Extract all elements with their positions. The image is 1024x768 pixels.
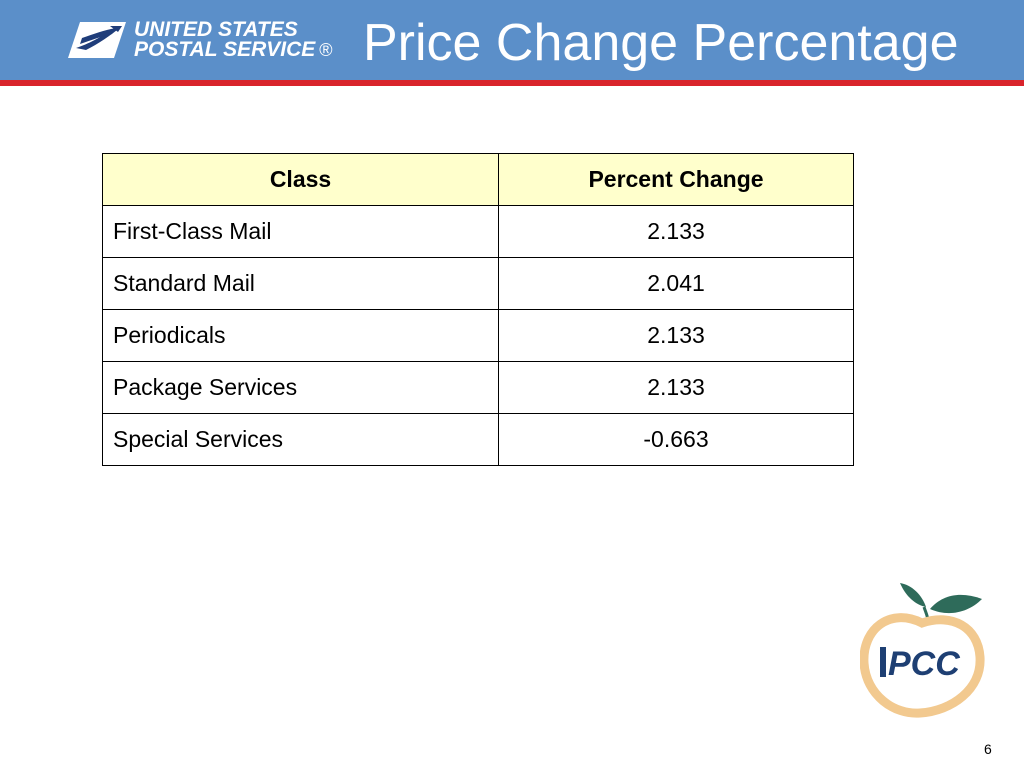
- table-header-row: Class Percent Change: [102, 153, 854, 206]
- class-cell: Periodicals: [102, 309, 499, 362]
- logo-text-line2-label: POSTAL SERVICE: [134, 38, 316, 61]
- table-row: Package Services 2.133: [102, 361, 854, 414]
- table-row: Standard Mail 2.041: [102, 257, 854, 310]
- header-divider: [0, 80, 1024, 86]
- price-change-table: Class Percent Change First-Class Mail 2.…: [102, 153, 854, 466]
- percent-cell: 2.041: [498, 257, 854, 310]
- peach-logo-icon: PCC: [859, 583, 985, 718]
- page-number: 6: [984, 741, 992, 757]
- pcc-logo-text: PCC: [888, 645, 960, 683]
- percent-cell: 2.133: [498, 205, 854, 258]
- table-row: Special Services -0.663: [102, 413, 854, 466]
- logo-text-line2: POSTAL SERVICE ®: [134, 38, 333, 62]
- header-bar: UNITED STATES POSTAL SERVICE ® Price Chan…: [0, 0, 1024, 80]
- column-header-percent-change: Percent Change: [498, 153, 854, 206]
- table-row: First-Class Mail 2.133: [102, 205, 854, 258]
- registered-mark: ®: [319, 40, 333, 60]
- table-row: Periodicals 2.133: [102, 309, 854, 362]
- class-cell: Standard Mail: [102, 257, 499, 310]
- percent-cell: 2.133: [498, 361, 854, 414]
- column-header-class: Class: [102, 153, 499, 206]
- class-cell: Special Services: [102, 413, 499, 466]
- usps-logo: UNITED STATES POSTAL SERVICE ®: [66, 16, 333, 66]
- percent-cell: -0.663: [498, 413, 854, 466]
- percent-cell: 2.133: [498, 309, 854, 362]
- logo-text-line1: UNITED STATES: [134, 18, 298, 41]
- eagle-icon: [68, 22, 126, 58]
- class-cell: First-Class Mail: [102, 205, 499, 258]
- pcc-logo: PCC: [859, 577, 988, 719]
- class-cell: Package Services: [102, 361, 499, 414]
- page-title: Price Change Percentage: [363, 14, 959, 72]
